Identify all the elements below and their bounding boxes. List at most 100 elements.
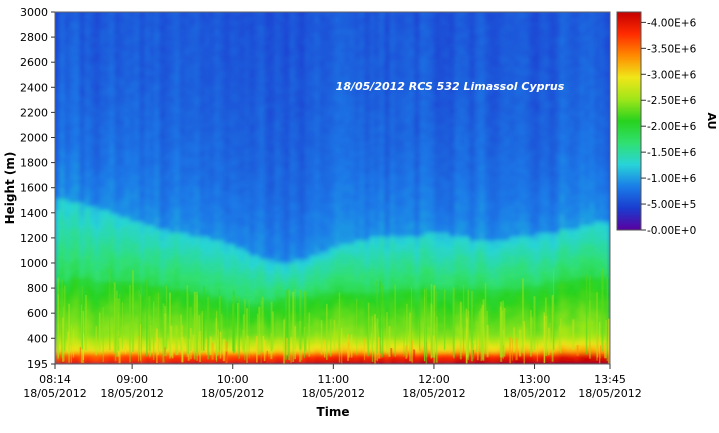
heatmap-cell [129,261,136,267]
heatmap-cell [69,246,76,252]
heatmap-cell [74,209,81,214]
heatmap-cell [55,99,61,105]
heatmap-cell [59,58,66,64]
heatmap-cell [84,273,91,278]
heatmap-cell [64,99,71,105]
heatmap-cell [149,171,156,177]
heatmap-cell [94,337,101,342]
heatmap-cell [69,265,76,271]
heatmap-cell [69,133,76,139]
heatmap-cell [119,99,126,105]
heatmap-cell [64,318,71,324]
heatmap-cell [59,84,66,90]
heatmap-cell [144,126,151,132]
heatmap-cell [89,58,96,64]
heatmap-cell [94,111,101,117]
heatmap-cell [84,99,91,105]
heatmap-cell [64,291,71,297]
heatmap-cell [69,47,76,53]
heatmap-cell [139,205,146,211]
heatmap-cell [134,246,141,252]
heatmap-cell [99,141,106,147]
heatmap-cell [99,216,106,222]
heatmap-cell [119,130,126,135]
heatmap-cell [74,299,81,305]
heatmap-cell [124,81,131,86]
heatmap-cell [55,197,61,203]
heatmap-cell [139,227,146,233]
heatmap-cell [59,220,66,226]
heatmap-cell [149,122,156,128]
heatmap-cell [59,130,66,135]
heatmap-cell [84,88,91,94]
heatmap-cell [109,318,116,324]
heatmap-cell [94,303,101,309]
heatmap-cell [104,284,111,290]
heatmap-cell [114,103,121,109]
heatmap-cell [129,122,136,128]
heatmap-cell [119,148,126,154]
heatmap-cell [84,175,91,181]
heatmap-cell [99,35,106,41]
heatmap-cell [119,115,126,120]
heatmap-cell [104,265,111,271]
heatmap-cell [104,20,111,26]
heatmap-cell [124,258,131,263]
heatmap-cell [129,220,136,226]
heatmap-cell [94,103,101,109]
heatmap-cell [59,13,66,19]
heatmap-cell [84,84,91,90]
heatmap-cell [149,28,156,34]
heatmap-cell [119,295,126,301]
heatmap-cell [89,314,96,320]
heatmap-cell [119,24,126,30]
heatmap-cell [55,359,61,364]
heatmap-cell [144,220,151,226]
heatmap-cell [59,47,66,53]
heatmap-cell [59,231,66,237]
heatmap-cell [69,344,76,350]
heatmap-cell [149,73,156,79]
heatmap-cell [129,88,136,94]
heatmap-cell [109,163,116,169]
heatmap-cell [59,156,66,162]
heatmap-cell [99,130,106,135]
heatmap-cell [64,62,71,68]
heatmap-cell [129,160,136,165]
heatmap-cell [74,175,81,181]
heatmap-cell [144,115,151,120]
heatmap-cell [69,299,76,305]
heatmap-cell [94,269,101,275]
heatmap-cell [74,235,81,241]
heatmap-cell [154,280,161,286]
heatmap-cell [114,231,121,237]
heatmap-cell [154,269,161,275]
heatmap-cell [69,284,76,290]
heatmap-cell [99,337,106,342]
heatmap-cell [55,111,61,117]
heatmap-cell [64,77,71,83]
heatmap-cell [74,344,81,350]
heatmap-cell [124,115,131,120]
heatmap-cell [64,141,71,147]
heatmap-cell [69,148,76,154]
heatmap-cell [59,246,66,252]
heatmap-cell [134,103,141,109]
heatmap-cell [134,137,141,143]
heatmap-cell [74,163,81,169]
heatmap-cell [74,359,81,364]
heatmap-cell [154,303,161,309]
heatmap-cell [149,194,156,199]
heatmap-cell [114,148,121,154]
heatmap-cell [79,62,86,68]
heatmap-cell [99,163,106,169]
heatmap-cell [124,156,131,162]
heatmap-cell [139,51,146,56]
heatmap-cell [119,273,126,278]
heatmap-cell [59,111,66,117]
heatmap-cell [149,243,156,248]
heatmap-cell [149,43,156,49]
heatmap-cell [139,291,146,297]
heatmap-cell [59,96,66,101]
heatmap-cell [55,224,61,229]
